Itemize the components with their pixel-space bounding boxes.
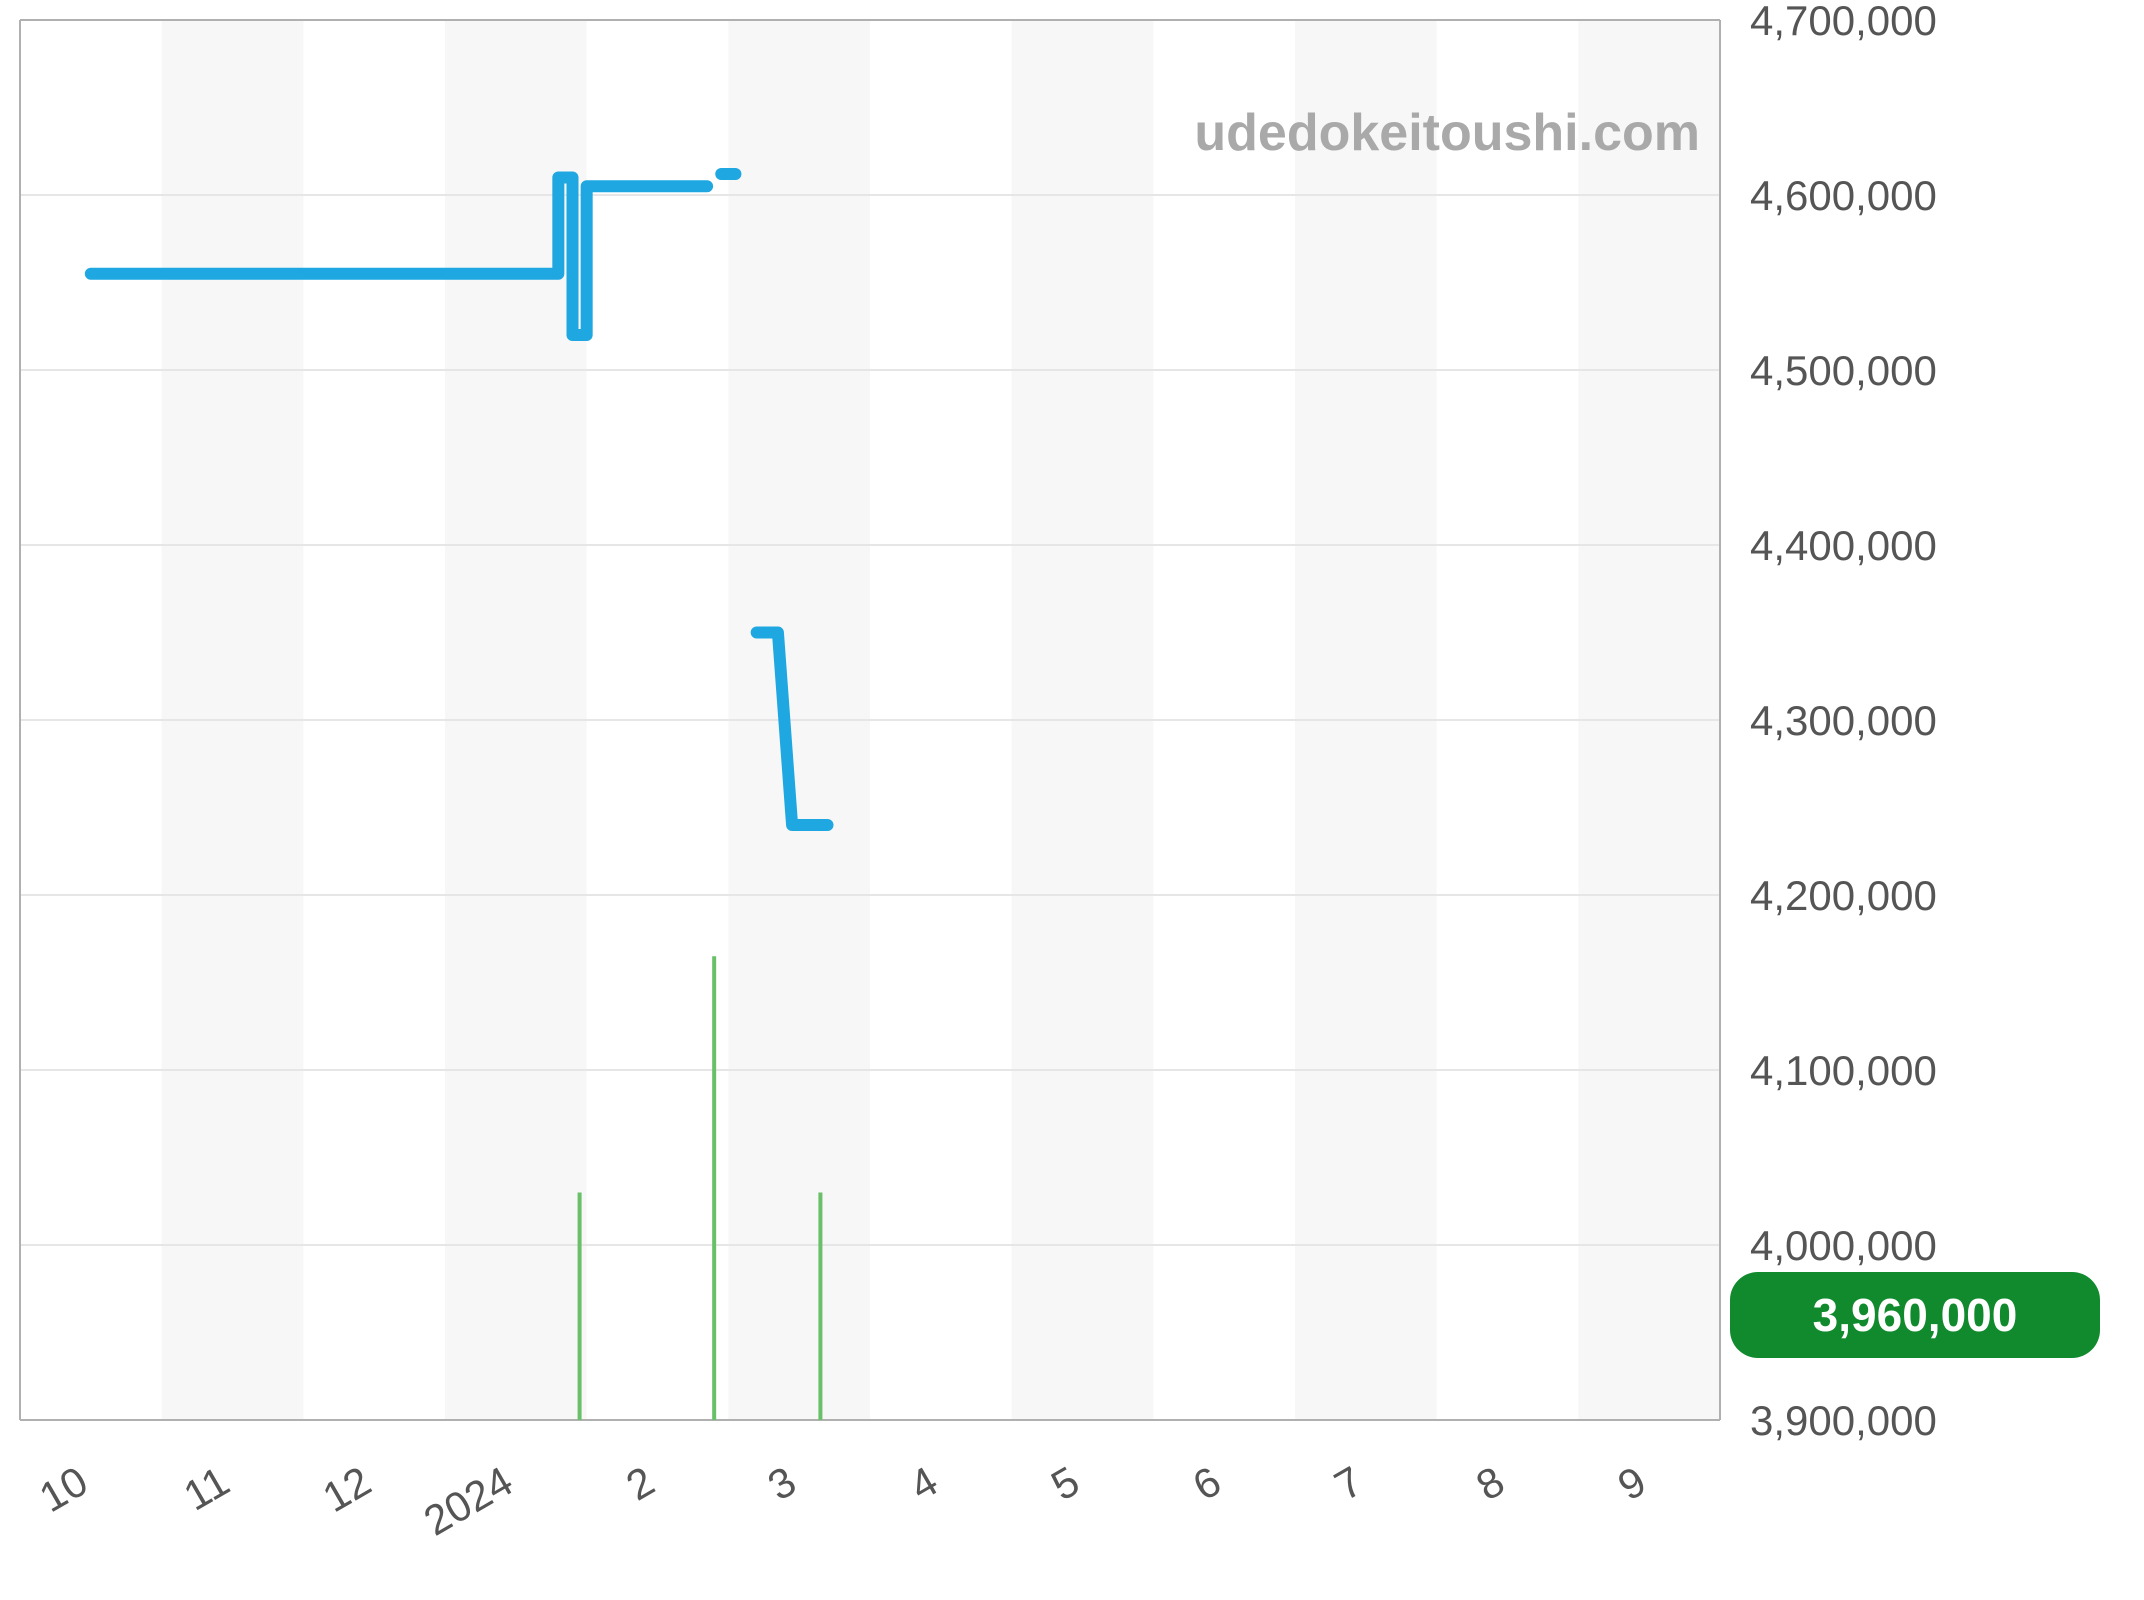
x-tick-label: 11 bbox=[176, 1457, 237, 1520]
x-tick-label: 4 bbox=[902, 1457, 946, 1509]
x-tick-label: 2 bbox=[618, 1457, 662, 1509]
x-tick-label: 2024 bbox=[416, 1457, 520, 1544]
y-tick-label: 4,200,000 bbox=[1750, 872, 1937, 919]
y-tick-label: 4,100,000 bbox=[1750, 1047, 1937, 1094]
x-tick-label: 10 bbox=[31, 1457, 95, 1521]
x-tick-label: 3 bbox=[760, 1457, 804, 1509]
y-tick-label: 4,700,000 bbox=[1750, 0, 1937, 44]
price-chart: 4,700,000 4,600,000 4,500,000 4,400,000 4,30… bbox=[0, 0, 2144, 1600]
y-tick-label: 4,600,000 bbox=[1750, 172, 1937, 219]
y-tick-label: 4,000,000 bbox=[1750, 1222, 1937, 1269]
x-tick-label: 8 bbox=[1468, 1457, 1512, 1509]
price-badge-label: 3,960,000 bbox=[1813, 1289, 2018, 1341]
x-tick-label: 5 bbox=[1043, 1457, 1087, 1509]
y-tick-label: 3,900,000 bbox=[1750, 1397, 1937, 1444]
chart-svg: 4,700,000 4,600,000 4,500,000 4,400,000 4,30… bbox=[0, 0, 2144, 1600]
watermark: udedokeitoushi.com bbox=[1194, 104, 1700, 162]
x-tick-label: 6 bbox=[1185, 1457, 1229, 1509]
x-tick-label: 7 bbox=[1327, 1457, 1371, 1509]
x-tick-label: 12 bbox=[315, 1457, 379, 1521]
y-tick-label: 4,300,000 bbox=[1750, 697, 1937, 744]
y-tick-label: 4,500,000 bbox=[1750, 347, 1937, 394]
x-tick-label: 9 bbox=[1610, 1457, 1654, 1509]
y-tick-label: 4,400,000 bbox=[1750, 522, 1937, 569]
